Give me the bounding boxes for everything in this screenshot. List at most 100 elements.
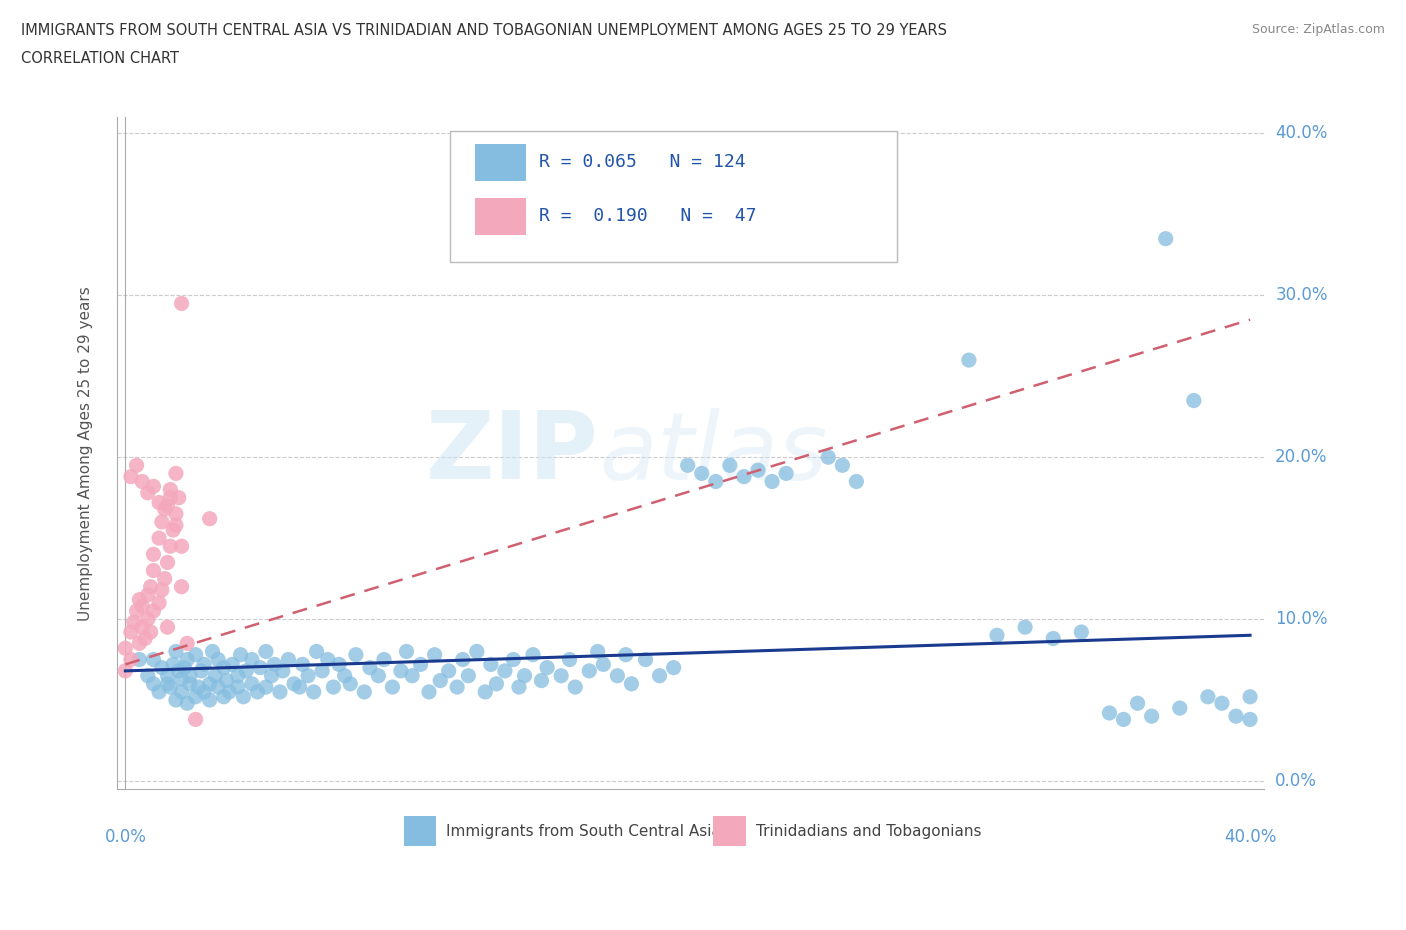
Point xyxy=(775,466,797,481)
Point xyxy=(446,680,468,695)
Point xyxy=(747,463,769,478)
Point xyxy=(142,604,165,618)
Point xyxy=(409,657,432,671)
Point xyxy=(165,518,187,533)
Point xyxy=(159,538,181,553)
Point xyxy=(156,555,179,570)
Point xyxy=(176,696,198,711)
Point xyxy=(193,657,215,671)
Text: R = 0.065   N = 124: R = 0.065 N = 124 xyxy=(538,153,745,171)
Point xyxy=(676,458,699,472)
Point xyxy=(226,680,249,695)
Point xyxy=(170,296,193,311)
Point xyxy=(184,712,207,727)
Point xyxy=(142,676,165,691)
Point xyxy=(381,680,404,695)
Point xyxy=(139,625,162,640)
Point xyxy=(269,684,291,699)
Point xyxy=(139,579,162,594)
Point xyxy=(1014,619,1036,634)
Point xyxy=(128,592,150,607)
Point xyxy=(148,495,170,510)
Point xyxy=(148,595,170,610)
Point xyxy=(451,652,474,667)
Point xyxy=(522,647,544,662)
Point xyxy=(240,652,263,667)
Point xyxy=(606,669,628,684)
Point xyxy=(1239,689,1261,704)
Point xyxy=(131,599,153,614)
Point xyxy=(170,538,193,553)
Point xyxy=(305,644,328,658)
Point xyxy=(201,644,224,658)
Point xyxy=(288,680,311,695)
Bar xyxy=(475,198,526,235)
Point xyxy=(170,671,193,686)
Text: Trinidadians and Tobagonians: Trinidadians and Tobagonians xyxy=(756,824,981,839)
Text: 30.0%: 30.0% xyxy=(1275,286,1327,304)
Point xyxy=(159,482,181,497)
Text: atlas: atlas xyxy=(599,407,827,498)
Text: Immigrants from South Central Asia: Immigrants from South Central Asia xyxy=(446,824,721,839)
Point xyxy=(333,669,356,684)
Point xyxy=(235,663,257,678)
Point xyxy=(718,458,741,472)
Point xyxy=(578,663,600,678)
Point xyxy=(634,652,657,667)
Point xyxy=(817,450,839,465)
Point xyxy=(1154,232,1177,246)
Point xyxy=(167,663,190,678)
Point xyxy=(277,652,299,667)
Text: CORRELATION CHART: CORRELATION CHART xyxy=(21,51,179,66)
Text: R =  0.190   N =  47: R = 0.190 N = 47 xyxy=(538,207,756,225)
Point xyxy=(159,680,181,695)
Point xyxy=(474,684,496,699)
Point xyxy=(418,684,440,699)
Point xyxy=(704,474,727,489)
Point xyxy=(131,619,153,634)
Point xyxy=(114,641,136,656)
Text: 10.0%: 10.0% xyxy=(1275,610,1327,628)
Point xyxy=(263,657,285,671)
Point xyxy=(550,669,572,684)
Point xyxy=(122,615,145,630)
Point xyxy=(134,631,156,646)
Point xyxy=(215,673,238,688)
Point xyxy=(254,680,277,695)
Point xyxy=(165,693,187,708)
Point xyxy=(662,660,685,675)
Point xyxy=(1168,700,1191,715)
Text: Source: ZipAtlas.com: Source: ZipAtlas.com xyxy=(1251,23,1385,36)
Point xyxy=(479,657,502,671)
Point xyxy=(564,680,586,695)
Point xyxy=(457,669,479,684)
Point xyxy=(193,684,215,699)
Point xyxy=(297,669,319,684)
Point xyxy=(165,507,187,522)
Point xyxy=(1182,393,1205,408)
Point xyxy=(395,644,418,658)
Point xyxy=(1070,625,1092,640)
Point xyxy=(1042,631,1064,646)
Point xyxy=(1211,696,1233,711)
Point xyxy=(316,652,339,667)
Point xyxy=(148,684,170,699)
Point xyxy=(494,663,516,678)
Point xyxy=(389,663,412,678)
Point xyxy=(179,676,201,691)
Point xyxy=(429,673,451,688)
Point xyxy=(125,604,148,618)
Point xyxy=(240,676,263,691)
Point xyxy=(246,684,269,699)
Point xyxy=(120,625,142,640)
Point xyxy=(128,636,150,651)
Point xyxy=(125,458,148,472)
Point xyxy=(1126,696,1149,711)
Text: IMMIGRANTS FROM SOUTH CENTRAL ASIA VS TRINIDADIAN AND TOBAGONIAN UNEMPLOYMENT AM: IMMIGRANTS FROM SOUTH CENTRAL ASIA VS TR… xyxy=(21,23,948,38)
Point xyxy=(339,676,361,691)
Point xyxy=(190,663,212,678)
Point xyxy=(367,669,389,684)
Point xyxy=(198,676,221,691)
Point xyxy=(592,657,614,671)
Text: 0.0%: 0.0% xyxy=(1275,772,1317,790)
